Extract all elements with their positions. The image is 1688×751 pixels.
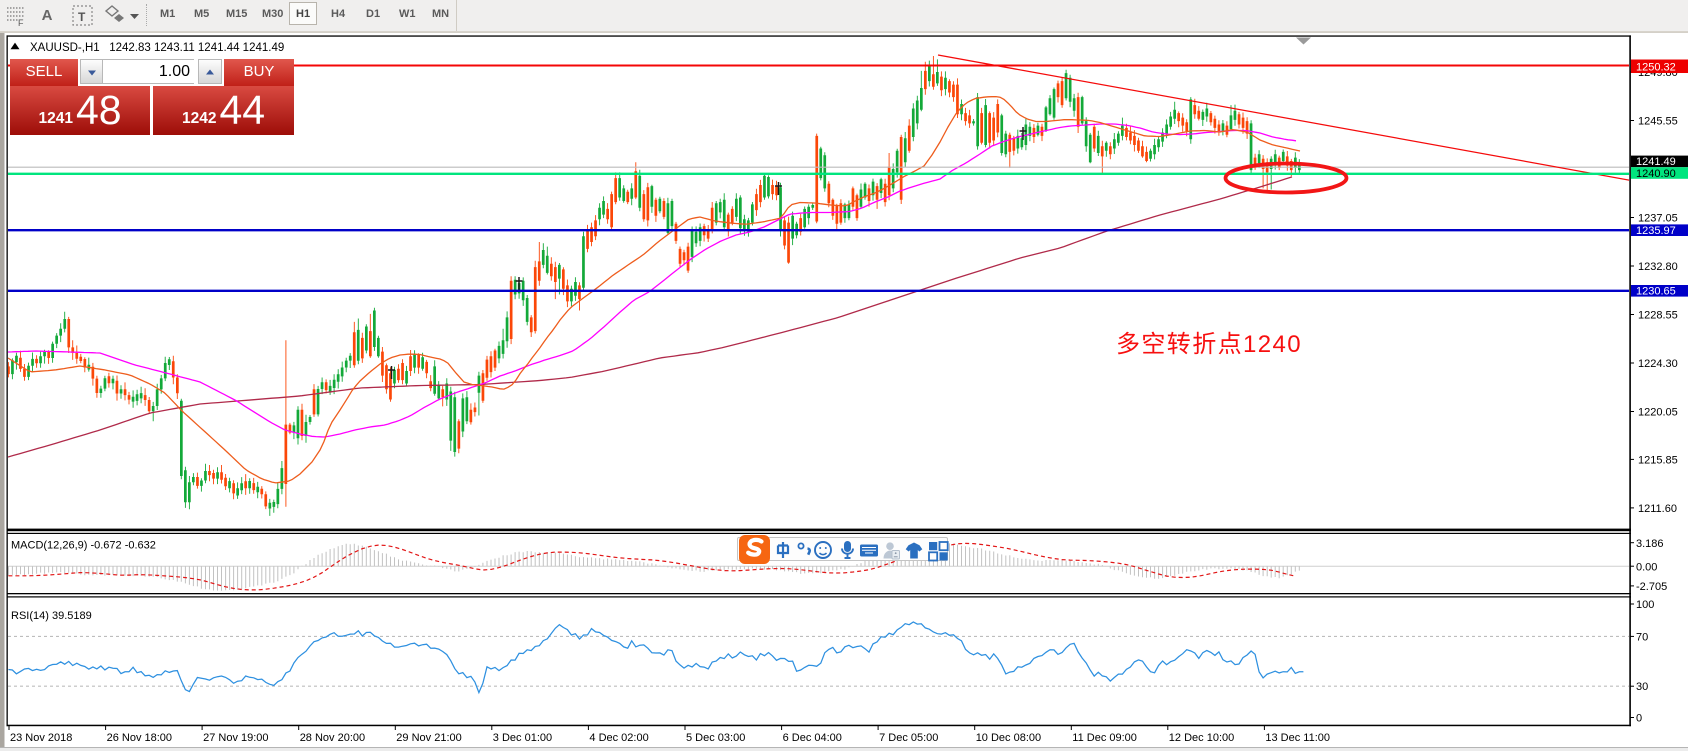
svg-text:1241.49: 1241.49 (1636, 156, 1676, 168)
svg-text:70: 70 (1636, 631, 1648, 643)
svg-text:1220.05: 1220.05 (1638, 407, 1678, 419)
svg-text:1211.60: 1211.60 (1638, 503, 1677, 515)
svg-text:0.00: 0.00 (1636, 561, 1657, 573)
svg-text:26 Nov 18:00: 26 Nov 18:00 (107, 732, 172, 744)
svg-text:1215.85: 1215.85 (1638, 454, 1678, 466)
svg-text:30: 30 (1636, 681, 1648, 693)
svg-text:11 Dec 09:00: 11 Dec 09:00 (1072, 732, 1137, 744)
svg-text:100: 100 (1636, 599, 1654, 611)
svg-text:1228.55: 1228.55 (1638, 310, 1678, 322)
svg-text:XAUUSD-,H1 1242.83 1243.11 1: XAUUSD-,H1 1242.83 1243.11 1241.44 1241.… (30, 42, 284, 54)
svg-text:28 Nov 20:00: 28 Nov 20:00 (300, 732, 365, 744)
svg-text:7 Dec 05:00: 7 Dec 05:00 (879, 732, 938, 744)
svg-text:RSI(14) 39.5189: RSI(14) 39.5189 (11, 610, 92, 622)
svg-text:1237.05: 1237.05 (1638, 213, 1678, 225)
svg-text:MACD(12,26,9) -0.672 -0.632: MACD(12,26,9) -0.672 -0.632 (11, 540, 156, 552)
svg-text:1230.65: 1230.65 (1636, 286, 1676, 298)
svg-text:多空转折点1240: 多空转折点1240 (1116, 331, 1302, 358)
svg-text:3 Dec 01:00: 3 Dec 01:00 (493, 732, 552, 744)
svg-text:27 Nov 19:00: 27 Nov 19:00 (203, 732, 268, 744)
svg-text:T: T (78, 10, 86, 24)
svg-text:1224.30: 1224.30 (1638, 358, 1678, 370)
svg-text:6 Dec 04:00: 6 Dec 04:00 (783, 732, 842, 744)
svg-text:4 Dec 02:00: 4 Dec 02:00 (589, 732, 648, 744)
svg-text:-2.705: -2.705 (1636, 581, 1667, 593)
svg-text:1232.80: 1232.80 (1638, 261, 1678, 273)
svg-text:3.186: 3.186 (1636, 538, 1664, 550)
svg-text:F: F (18, 18, 24, 28)
svg-text:1240.90: 1240.90 (1636, 168, 1676, 180)
svg-text:13 Dec 11:00: 13 Dec 11:00 (1265, 732, 1330, 744)
svg-text:1250.32: 1250.32 (1636, 61, 1676, 73)
svg-text:12 Dec 10:00: 12 Dec 10:00 (1169, 732, 1234, 744)
svg-text:10 Dec 08:00: 10 Dec 08:00 (976, 732, 1041, 744)
svg-text:0: 0 (1636, 713, 1642, 725)
svg-text:1245.55: 1245.55 (1638, 116, 1678, 128)
svg-text:5 Dec 03:00: 5 Dec 03:00 (686, 732, 745, 744)
svg-text:23 Nov 2018: 23 Nov 2018 (10, 732, 72, 744)
svg-text:1235.97: 1235.97 (1636, 225, 1676, 237)
svg-text:29 Nov 21:00: 29 Nov 21:00 (396, 732, 461, 744)
